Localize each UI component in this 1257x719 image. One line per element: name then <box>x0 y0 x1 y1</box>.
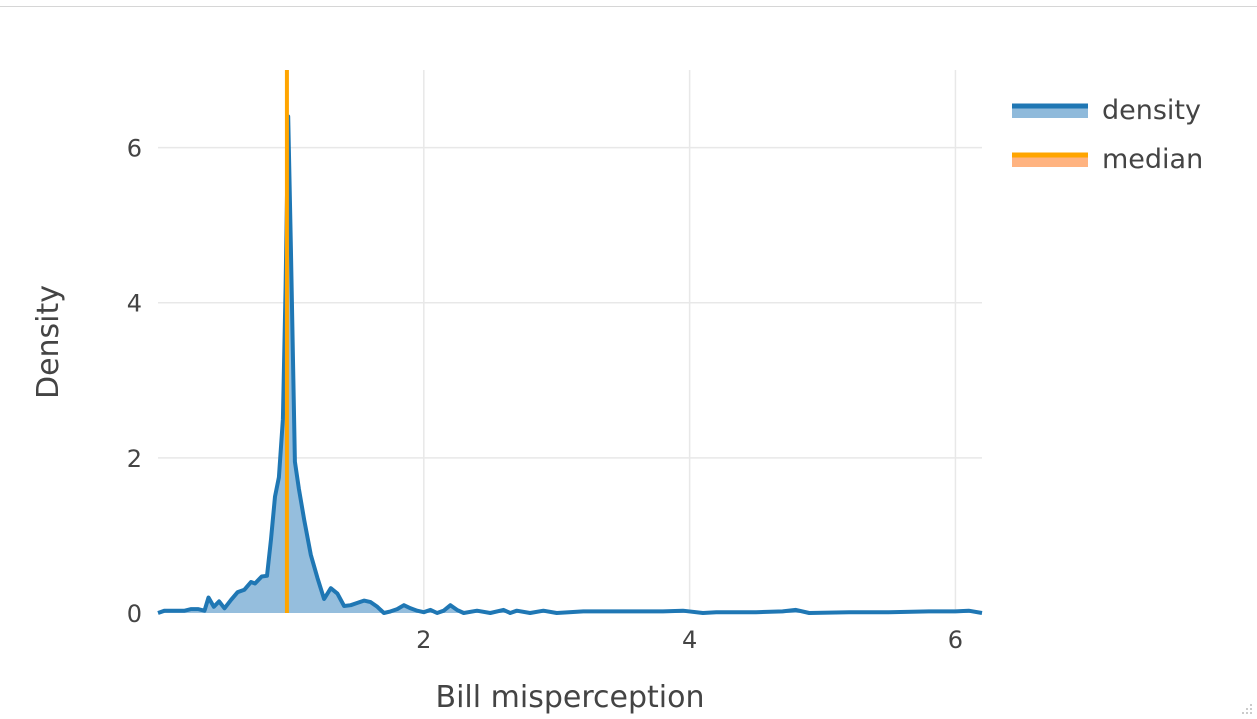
y-axis-title: Density <box>31 285 66 399</box>
resize-grip-icon[interactable] <box>1239 701 1253 715</box>
legend-label-density: density <box>1102 95 1201 126</box>
y-tick-label: 4 <box>127 290 142 318</box>
legend-swatch-density <box>1012 106 1088 118</box>
density-line <box>157 114 983 615</box>
y-tick-label: 2 <box>127 445 142 473</box>
x-axis-title: Bill misperception <box>436 680 705 715</box>
density-area <box>158 116 982 613</box>
legend: density median <box>1012 95 1203 175</box>
tick-labels: 2 4 6 0 2 4 6 <box>127 135 963 654</box>
legend-swatch-median <box>1012 155 1088 167</box>
series-layer <box>157 70 983 615</box>
top-divider <box>0 6 1257 7</box>
legend-label-median: median <box>1102 144 1203 175</box>
y-tick-label: 6 <box>127 135 142 163</box>
x-tick-label: 4 <box>682 626 697 654</box>
x-tick-label: 6 <box>948 626 963 654</box>
x-tick-label: 2 <box>416 626 431 654</box>
y-tick-label: 0 <box>127 600 142 628</box>
gridlines <box>158 70 982 613</box>
